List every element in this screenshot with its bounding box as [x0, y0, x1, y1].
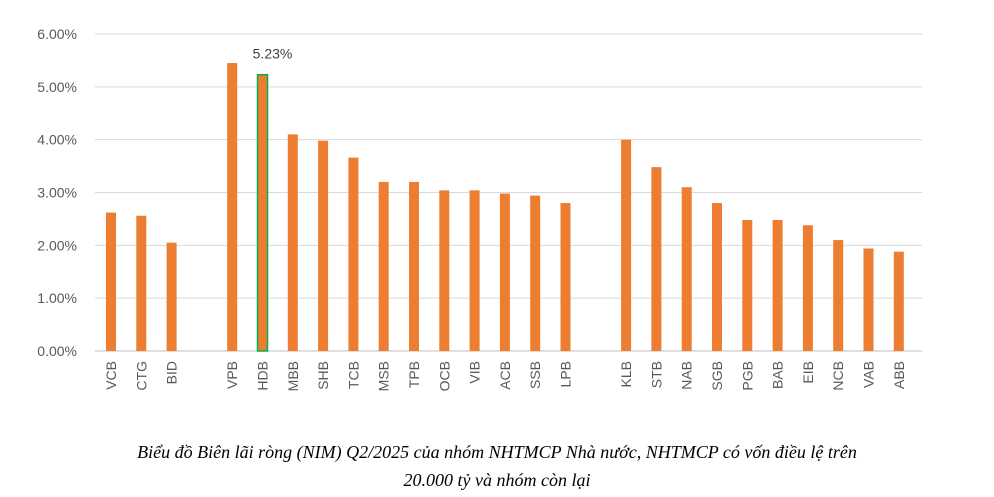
bar-tcb	[348, 157, 359, 351]
x-tick-label: LPB	[558, 361, 574, 387]
y-tick-label: 5.00%	[37, 79, 77, 95]
bar-acb	[499, 193, 510, 351]
bar-nab	[681, 187, 692, 351]
x-tick-label: ABB	[891, 361, 907, 389]
bar-vcb	[106, 212, 116, 351]
bar-bid	[166, 242, 177, 351]
y-tick-label: 2.00%	[37, 237, 77, 253]
nim-bar-chart: 0.00% 1.00% 2.00% 3.00% 4.00% 5.00% 6.00% VCB C…	[37, 26, 922, 391]
bar-lpb	[560, 203, 571, 351]
y-axis-tick-labels: 0.00% 1.00% 2.00% 3.00% 4.00% 5.00% 6.00%	[37, 26, 77, 359]
x-tick-label: BID	[164, 361, 180, 384]
caption-line-2: 20.000 tỷ và nhóm còn lại	[403, 470, 591, 490]
x-tick-label: STB	[648, 361, 664, 388]
data-labels: 5.23%	[253, 46, 293, 62]
bar-shb	[318, 140, 329, 351]
x-tick-label: SGB	[709, 361, 725, 391]
bar-pgb	[742, 219, 753, 351]
x-tick-label: VPB	[224, 361, 240, 389]
chart-caption: Biểu đồ Biên lãi ròng (NIM) Q2/2025 của …	[0, 438, 994, 494]
bar-vib	[469, 190, 480, 351]
x-tick-label: SSB	[527, 361, 543, 389]
x-tick-label: ACB	[497, 361, 513, 390]
bars	[106, 63, 904, 352]
x-tick-label: EIB	[800, 361, 816, 384]
bar-ncb	[833, 240, 844, 351]
x-tick-label: CTG	[133, 361, 149, 391]
x-axis-category-labels: VCB CTG BID VPB HDB MBB SHB TCB MSB TPB OCB VIB ACB S…	[103, 361, 907, 391]
x-tick-label: TCB	[345, 361, 361, 389]
bar-klb	[621, 139, 632, 351]
bar-abb	[893, 251, 904, 351]
x-tick-label: NCB	[830, 361, 846, 391]
y-tick-label: 6.00%	[37, 26, 77, 42]
x-tick-label: SHB	[315, 361, 331, 390]
x-tick-label: VIB	[467, 361, 483, 384]
x-tick-label: PGB	[739, 361, 755, 391]
y-tick-label: 1.00%	[37, 290, 77, 306]
x-tick-label: NAB	[679, 361, 695, 390]
bar-eib	[802, 225, 813, 351]
caption-line-1: Biểu đồ Biên lãi ròng (NIM) Q2/2025 của …	[137, 442, 857, 462]
x-tick-label: KLB	[618, 361, 634, 387]
bar-tpb	[409, 181, 419, 351]
bar-mbb	[287, 134, 298, 351]
x-tick-label: HDB	[255, 361, 271, 391]
bar-ocb	[439, 190, 450, 351]
x-tick-label: VCB	[103, 361, 119, 390]
bar-hdb	[256, 73, 269, 352]
x-tick-label: OCB	[436, 361, 452, 391]
x-tick-label: BAB	[770, 361, 786, 389]
data-label-hdb: 5.23%	[253, 46, 293, 62]
bar-vpb	[227, 63, 238, 351]
x-tick-label: VAB	[861, 361, 877, 388]
bar-bab	[772, 219, 783, 351]
y-tick-label: 3.00%	[37, 185, 77, 201]
y-tick-label: 0.00%	[37, 343, 77, 359]
x-tick-label: TPB	[406, 361, 422, 388]
bar-ctg	[136, 215, 147, 351]
y-tick-label: 4.00%	[37, 132, 77, 148]
x-tick-label: MBB	[285, 361, 301, 391]
bar-msb	[378, 181, 389, 351]
bar-ssb	[530, 195, 541, 351]
bar-vab	[863, 248, 874, 351]
bar-stb	[651, 167, 662, 351]
x-tick-label: MSB	[376, 361, 392, 391]
bar-sgb	[712, 203, 722, 351]
